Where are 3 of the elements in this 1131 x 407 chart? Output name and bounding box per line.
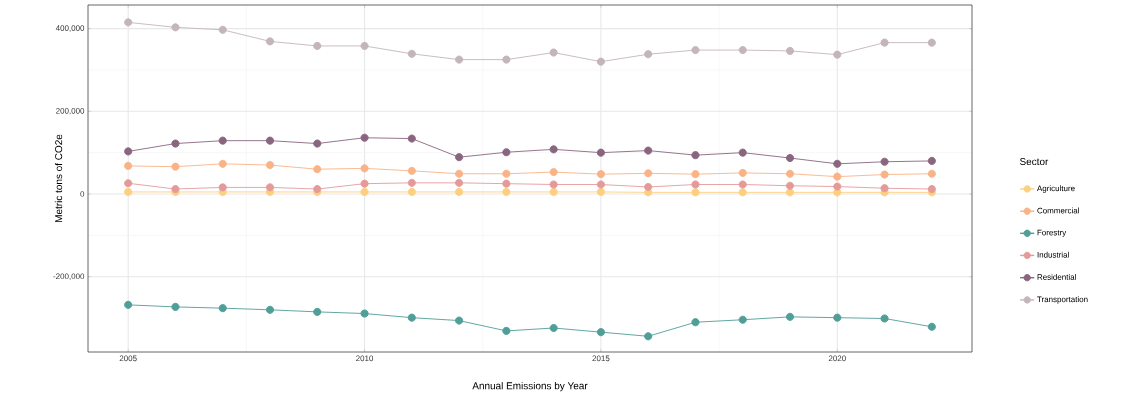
legend-title: Sector [1019,158,1049,166]
x-axis-title: Annual Emissions by Year [472,382,588,392]
y-axis-title: Metric tons of CO2e [54,134,63,222]
